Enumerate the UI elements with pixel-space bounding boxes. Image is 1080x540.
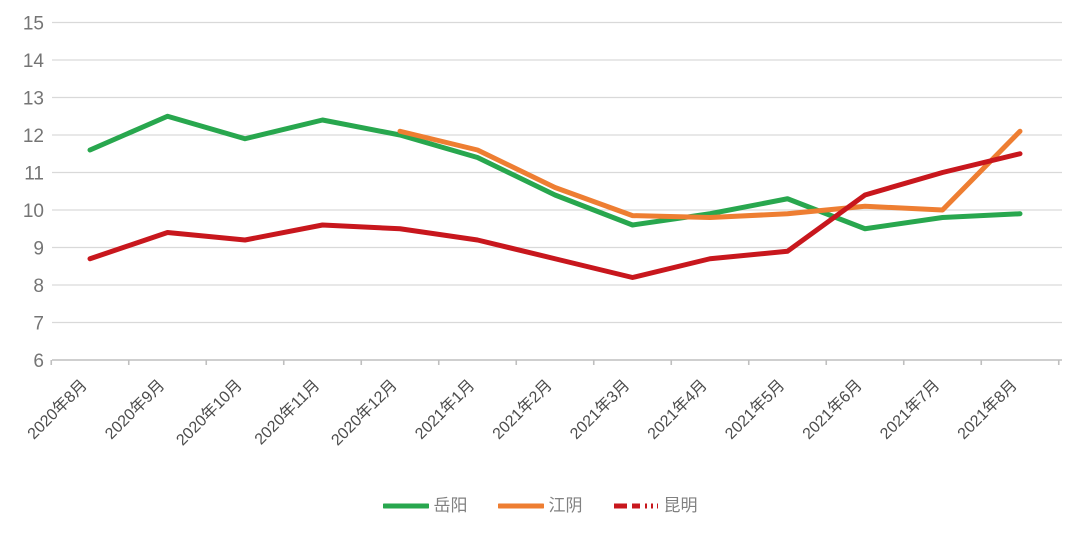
x-tick-label-1: 2020年9月: [102, 376, 169, 443]
x-tick-label-4: 2020年12月: [328, 376, 401, 449]
y-tick-label-10: 10: [23, 201, 44, 222]
x-tick-label-9: 2021年5月: [722, 376, 789, 443]
y-tick-label-11: 11: [24, 164, 44, 185]
legend-label-江阴: 江阴: [548, 496, 583, 515]
chart-legend: 岳阳 江阴 昆明: [0, 497, 1080, 514]
legend-marker-昆明: [613, 503, 658, 508]
y-tick-label-14: 14: [23, 51, 45, 72]
legend-item-江阴: 江阴: [497, 496, 583, 515]
y-tick-label-7: 7: [33, 314, 44, 335]
x-tick-label-3: 2020年11月: [251, 376, 323, 448]
legend-marker-江阴: [497, 503, 544, 508]
x-tick-label-6: 2021年2月: [489, 376, 556, 443]
legend-item-岳阳: 岳阳: [382, 496, 468, 515]
legend-label-岳阳: 岳阳: [433, 496, 468, 515]
y-tick-label-13: 13: [23, 89, 44, 110]
x-tick-label-8: 2021年4月: [644, 376, 711, 443]
y-tick-label-9: 9: [33, 239, 44, 260]
x-tick-label-10: 2021年6月: [799, 376, 866, 443]
x-tick-label-2: 2020年10月: [173, 376, 246, 449]
y-tick-label-6: 6: [33, 351, 44, 372]
x-tick-label-5: 2021年1月: [412, 376, 479, 443]
series-line-岳阳: [87, 113, 1023, 232]
legend-label-昆明: 昆明: [663, 496, 698, 515]
x-tick-label-0: 2020年8月: [24, 376, 91, 443]
x-tick-label-7: 2021年3月: [567, 376, 634, 443]
x-tick-label-12: 2021年8月: [954, 376, 1021, 443]
y-tick-label-12: 12: [23, 126, 44, 147]
y-tick-label-15: 15: [23, 14, 44, 35]
legend-item-昆明: 昆明: [613, 497, 698, 514]
y-tick-label-8: 8: [33, 276, 44, 297]
series-line-江阴: [397, 128, 1023, 220]
x-tick-label-11: 2021年7月: [877, 376, 944, 443]
legend-marker-岳阳: [382, 503, 429, 508]
series-line-昆明: [87, 151, 1023, 280]
